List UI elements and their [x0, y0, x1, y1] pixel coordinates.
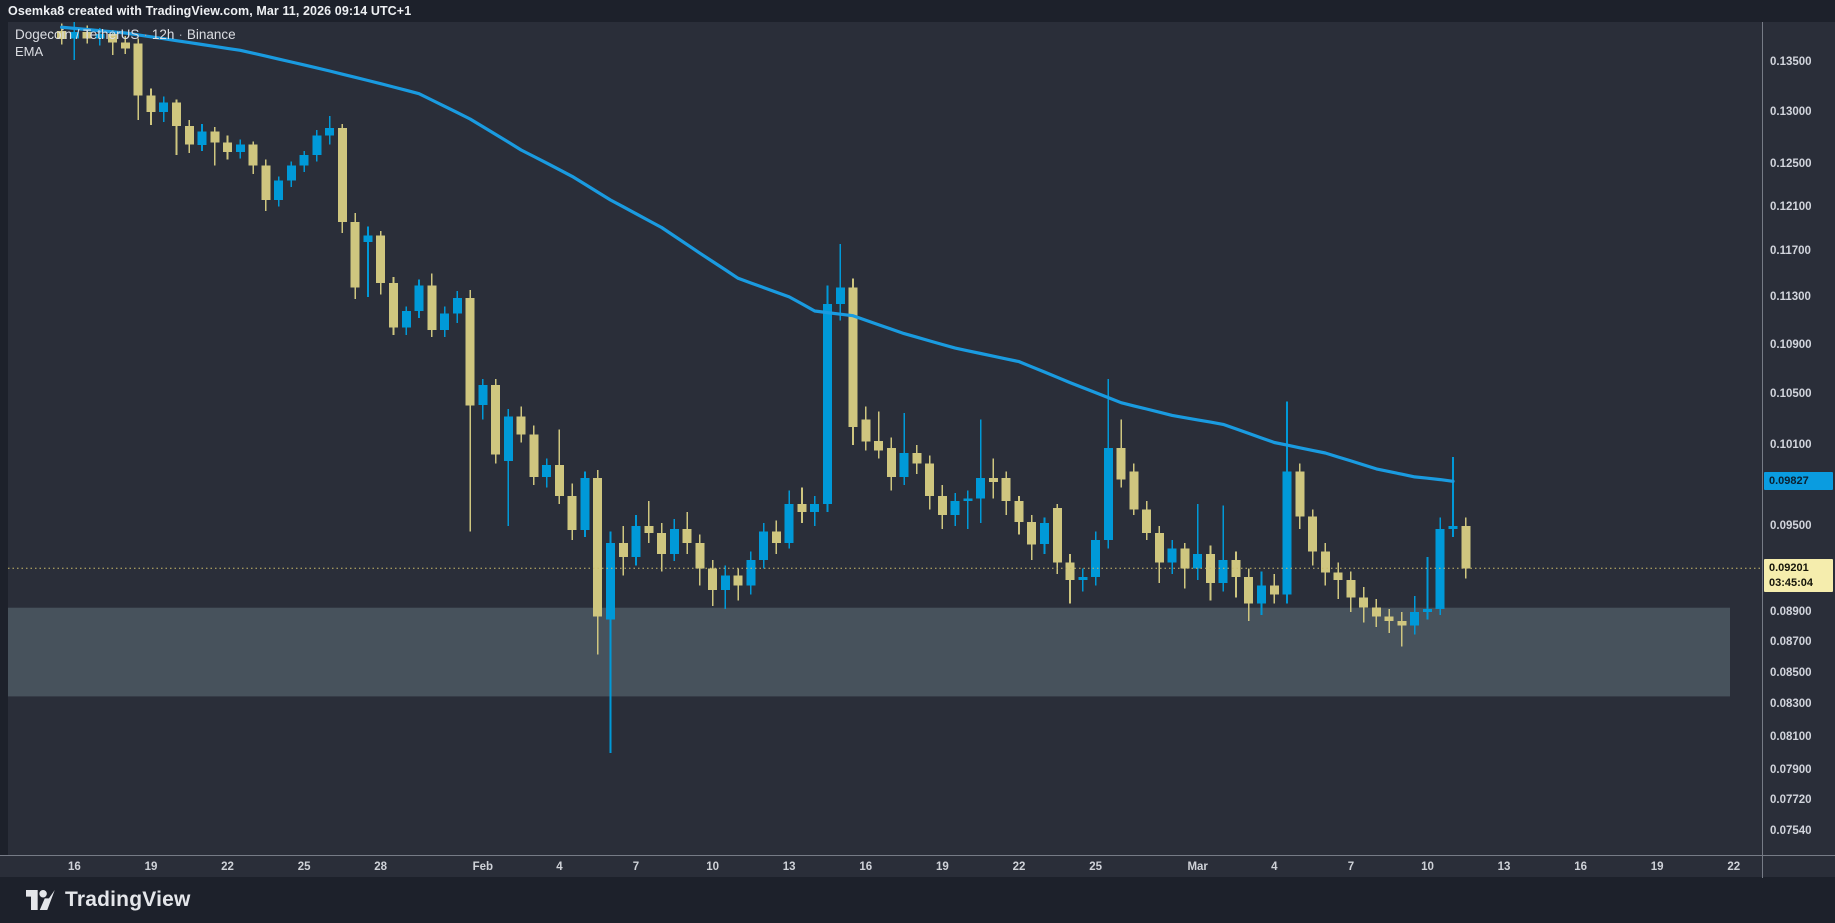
price-tick-label: 0.08300 [1770, 698, 1812, 711]
time-axis-label: 13 [782, 860, 796, 873]
highlight-zone [8, 607, 1730, 697]
price-chart-canvas[interactable] [8, 22, 1762, 855]
price-tick-label: 0.07720 [1770, 794, 1812, 806]
time-axis-label: 16 [1574, 860, 1587, 873]
tradingview-logo-text: TradingView [65, 888, 191, 911]
ema-value-badge: 0.09827 [1764, 471, 1833, 491]
time-axis-label: 22 [1012, 860, 1026, 873]
price-tick-label: 0.08500 [1770, 666, 1812, 679]
attribution-text: Osemka8 created with TradingView.com, Ma… [8, 4, 412, 18]
time-axis-label: 10 [706, 860, 719, 873]
symbol-title[interactable]: Dogecoin / TetherUS [15, 27, 140, 42]
time-axis-label: 4 [1271, 860, 1278, 873]
time-axis-label: 10 [1421, 860, 1434, 873]
price-tick-label: 0.11700 [1770, 245, 1811, 257]
time-axis-label: 19 [1650, 860, 1664, 873]
attribution-bar: Osemka8 created with TradingView.com, Ma… [0, 0, 1835, 22]
ema-line [60, 25, 1455, 483]
time-axis-label: 4 [556, 860, 563, 873]
last-price-text: 0.09201 [1769, 562, 1809, 575]
time-axis-label: 25 [297, 860, 311, 873]
time-axis-label: 25 [1089, 860, 1102, 873]
interval-label[interactable]: 12h [151, 27, 175, 42]
ema-value-text: 0.09827 [1769, 474, 1809, 487]
time-axis-label: 7 [1347, 860, 1355, 873]
price-tick-label: 0.10100 [1770, 439, 1812, 452]
time-axis-label: 7 [632, 860, 640, 873]
bottom-strip: TradingView [0, 878, 1835, 923]
legend-separator: · [178, 27, 183, 42]
price-tick-label: 0.07900 [1770, 763, 1812, 776]
time-axis-label: 22 [1727, 860, 1741, 873]
price-tick-label: 0.13000 [1770, 105, 1812, 118]
legend-separator: · [143, 27, 148, 42]
price-tick-label: 0.08900 [1770, 606, 1812, 619]
indicator-label[interactable]: EMA [15, 44, 44, 59]
tradingview-logo[interactable]: TradingView [26, 885, 191, 915]
indicator-legend-row[interactable]: EMA [15, 44, 236, 60]
chart-pane[interactable]: Dogecoin / TetherUS · 12h · Binance EMA [8, 22, 1762, 855]
price-tick-label: 0.08100 [1770, 730, 1812, 743]
price-tick-label: 0.12500 [1770, 157, 1812, 170]
price-tick-label: 0.13500 [1770, 56, 1812, 68]
time-axis-label: 28 [374, 860, 388, 873]
time-axis-label: Feb [472, 860, 494, 873]
time-axis-label: 16 [859, 860, 873, 873]
time-axis[interactable]: 16 19 22 25 28 Feb 4 7 10 13 16 19 22 25 Mar 4 7 10 13 16 19… [0, 855, 1835, 878]
chart-legend: Dogecoin / TetherUS · 12h · Binance EMA [15, 26, 236, 60]
price-tick-label: 0.12100 [1770, 200, 1812, 213]
time-axis-label: 19 [144, 860, 158, 873]
price-tick-label: 0.07540 [1770, 825, 1812, 838]
price-tick-label: 0.11300 [1770, 290, 1811, 303]
last-price-badge: 0.09201 03:45:04 [1764, 559, 1833, 593]
exchange-label: Binance [186, 27, 236, 42]
price-tick-label: 0.08700 [1770, 636, 1812, 649]
price-tick-label: 0.10900 [1770, 338, 1812, 351]
time-axis-corner [1762, 856, 1835, 878]
candlestick-series [57, 22, 1471, 753]
bar-countdown-text: 03:45:04 [1769, 576, 1814, 589]
price-axis[interactable]: 0.09827 0.09201 03:45:04 0.13500 0.13000 0… [1762, 22, 1835, 855]
price-tick-label: 0.09500 [1770, 520, 1812, 532]
time-axis-label: Mar [1187, 860, 1208, 873]
chart-row: Dogecoin / TetherUS · 12h · Binance EMA 0.09… [0, 22, 1835, 855]
time-axis-label: 13 [1497, 860, 1511, 873]
time-axis-label: 16 [67, 860, 81, 873]
time-axis-label: 19 [935, 860, 949, 873]
price-tick-label: 0.10500 [1770, 387, 1812, 400]
time-axis-label: 22 [221, 860, 234, 873]
symbol-legend-row[interactable]: Dogecoin / TetherUS · 12h · Binance [15, 26, 236, 43]
tradingview-logo-icon [26, 890, 55, 910]
